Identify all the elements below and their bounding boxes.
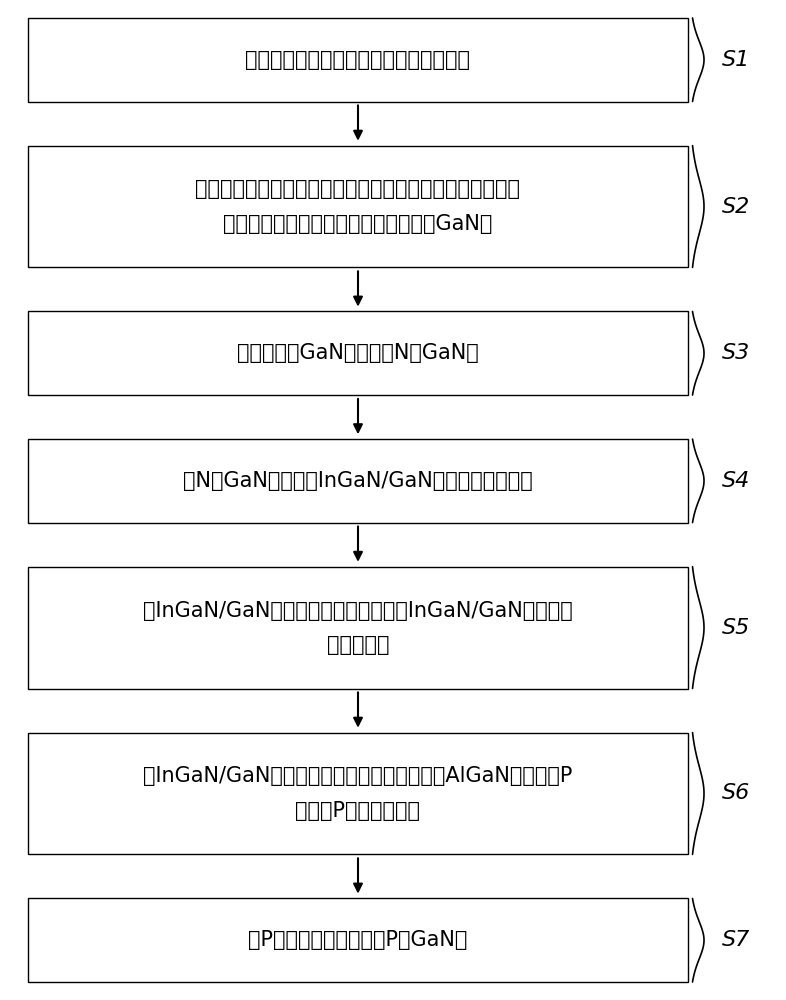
Bar: [28, 311, 688, 395]
Text: 提供生长衬底，在生长衬底上生长成核层: 提供生长衬底，在生长衬底上生长成核层: [245, 50, 471, 70]
Text: S2: S2: [722, 197, 751, 217]
Text: S4: S4: [722, 471, 751, 491]
Bar: [28, 733, 688, 854]
Text: S6: S6: [722, 783, 751, 803]
Bar: [28, 567, 688, 689]
Bar: [28, 146, 688, 267]
Bar: [28, 18, 688, 102]
Text: S3: S3: [722, 343, 751, 363]
Text: 在P型电子阻挡层上生长P型GaN层: 在P型电子阻挡层上生长P型GaN层: [248, 930, 468, 950]
Text: 在N型GaN层上生长InGaN/GaN超晶格量子阱结构: 在N型GaN层上生长InGaN/GaN超晶格量子阱结构: [183, 471, 533, 491]
Text: 在未掺杂的GaN层上生长N型GaN层: 在未掺杂的GaN层上生长N型GaN层: [237, 343, 479, 363]
Text: S1: S1: [722, 50, 751, 70]
Bar: [28, 439, 688, 523]
Text: S5: S5: [722, 618, 751, 638]
Text: 于线性渐变的生长压力条件下或线性渐变与保压相结合的生: 于线性渐变的生长压力条件下或线性渐变与保压相结合的生: [196, 179, 520, 199]
Text: 型层及P型电子阻挡层: 型层及P型电子阻挡层: [296, 801, 421, 821]
Text: 在InGaN/GaN多量子阱发光层结构上依次生长AlGaN层、低温P: 在InGaN/GaN多量子阱发光层结构上依次生长AlGaN层、低温P: [143, 766, 573, 786]
Text: 发光层结构: 发光层结构: [327, 635, 389, 655]
Bar: [28, 898, 688, 982]
Text: S7: S7: [722, 930, 751, 950]
Text: 长压力条件下在成核层上生长未掺杂的GaN层: 长压力条件下在成核层上生长未掺杂的GaN层: [223, 214, 493, 234]
Text: 在InGaN/GaN超晶格量子阱结构上生长InGaN/GaN多量子阱: 在InGaN/GaN超晶格量子阱结构上生长InGaN/GaN多量子阱: [143, 601, 573, 621]
